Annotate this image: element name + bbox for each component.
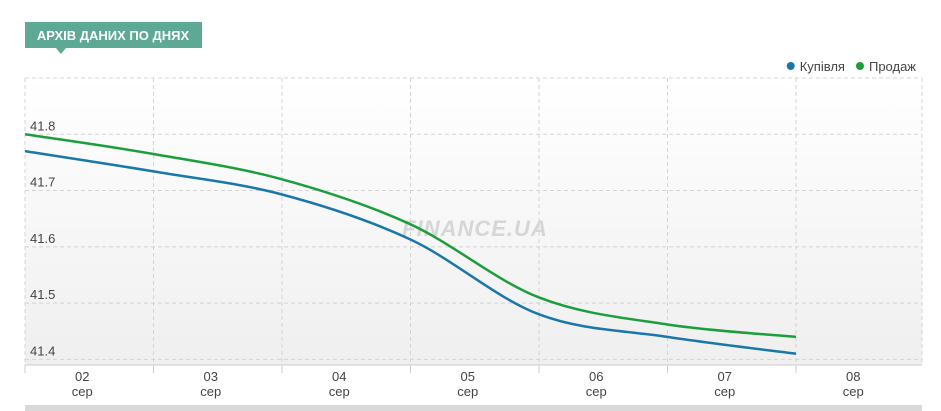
y-tick-label: 41.4 (30, 343, 55, 358)
x-tick-label: 02 (75, 369, 89, 384)
watermark: FINANCE.UA (402, 216, 548, 241)
series-line (24, 149, 797, 355)
legend-label: Продаж (869, 59, 916, 74)
y-tick-label: 41.6 (30, 231, 55, 246)
title-box (25, 22, 202, 48)
x-tick-sublabel: сер (843, 384, 864, 399)
y-tick-label: 41.5 (30, 287, 55, 302)
title-pointer (56, 48, 66, 54)
x-tick-sublabel: сер (457, 384, 478, 399)
x-tick-sublabel: сер (714, 384, 735, 399)
x-tick-sublabel: сер (72, 384, 93, 399)
x-tick-sublabel: сер (200, 384, 221, 399)
y-tick-label: 41.7 (30, 175, 55, 190)
x-tick-label: 06 (589, 369, 603, 384)
x-tick-label: 05 (461, 369, 475, 384)
x-tick-sublabel: сер (586, 384, 607, 399)
y-tick-label: 41.8 (30, 118, 55, 133)
x-tick-label: 03 (204, 369, 218, 384)
legend-marker (855, 62, 864, 70)
legend-marker (786, 62, 795, 70)
x-tick-label: 08 (846, 369, 860, 384)
chart-title: АРХІВ ДАНИХ ПО ДНЯХ (37, 28, 190, 43)
series-line (24, 133, 797, 339)
x-tick-label: 07 (718, 369, 732, 384)
legend-label: Купівля (800, 59, 845, 74)
x-tick-sublabel: сер (329, 384, 350, 399)
strip (25, 405, 922, 411)
plot-background (25, 78, 922, 365)
bottom-strip (25, 405, 922, 411)
x-tick-label: 04 (332, 369, 346, 384)
